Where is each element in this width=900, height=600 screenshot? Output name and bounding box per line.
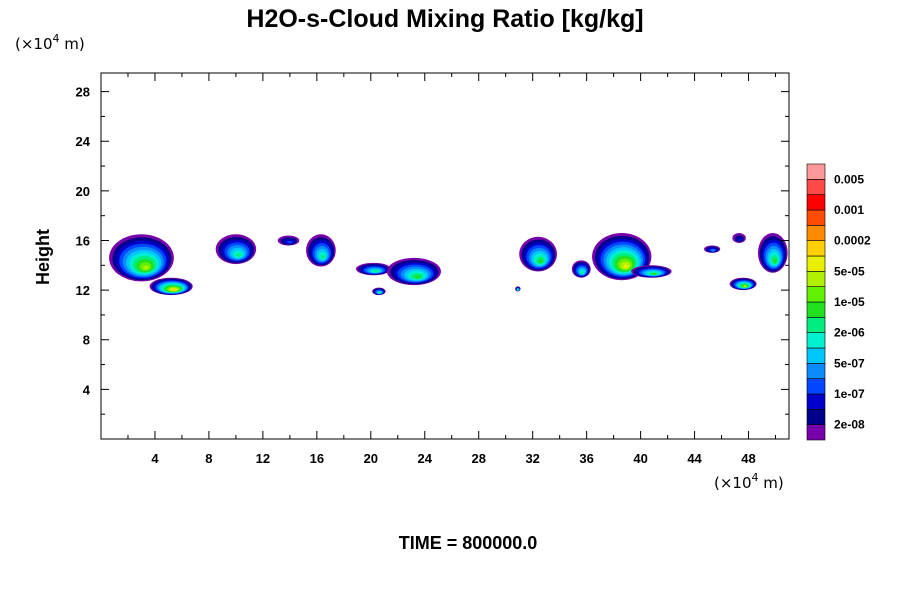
colorbar-swatch <box>806 424 826 441</box>
y-tick-label: 8 <box>83 333 90 348</box>
y-tick-label: 16 <box>76 233 90 248</box>
x-tick-label: 28 <box>471 451 485 466</box>
x-axis-unit: (×104 m) <box>714 471 784 492</box>
cloud-blob <box>215 234 257 265</box>
y-axis-label: Height <box>33 229 53 285</box>
x-tick-label: 8 <box>205 451 212 466</box>
y-tick-label: 28 <box>76 85 90 100</box>
colorbar-label: 5e-07 <box>834 356 865 370</box>
cloud-blob <box>515 286 521 292</box>
cloud-blob <box>729 277 757 291</box>
y-axis-unit: (×104 m) <box>15 32 85 53</box>
colorbar-swatch <box>806 378 826 395</box>
y-tick-label: 12 <box>76 283 90 298</box>
colorbar-swatch <box>806 271 826 287</box>
colorbar-label: 2e-08 <box>834 418 865 432</box>
x-tick-label: 44 <box>687 451 702 466</box>
x-tick-label: 48 <box>741 451 755 466</box>
colorbar-swatch <box>806 332 826 349</box>
cloud-contour <box>172 289 176 292</box>
cloud-contour <box>737 237 743 242</box>
y-tick-labels: 4 8 12 16 20 24 28 <box>76 85 91 398</box>
x-tick-label: 4 <box>151 451 159 466</box>
y-tick-label: 20 <box>76 184 90 199</box>
cloud-contour <box>414 275 421 279</box>
cloud-contour <box>236 253 242 257</box>
cloud-contour <box>373 270 378 273</box>
colorbar-label: 1e-05 <box>834 295 865 309</box>
x-tick-label: 36 <box>579 451 593 466</box>
y-tick-label: 24 <box>76 134 91 149</box>
colorbar-swatch <box>806 301 826 318</box>
cloud-contour <box>538 259 543 264</box>
colorbar-label: 5e-05 <box>834 264 865 278</box>
colorbar-label: 1e-07 <box>834 387 865 401</box>
plot-background <box>101 73 789 439</box>
colorbar: 2e-08 1e-07 5e-07 2e-06 1e-05 5e-05 0.0002 0.00… <box>806 163 871 441</box>
chart-title: H2O-s-Cloud Mixing Ratio [kg/kg] <box>246 5 643 33</box>
x-tick-label: 12 <box>256 451 270 466</box>
colorbar-swatch <box>806 286 826 303</box>
plot-frame <box>100 72 790 440</box>
cloud-blob <box>355 262 392 276</box>
cloud-blob <box>757 233 788 273</box>
colorbar-swatch <box>806 255 826 272</box>
x-tick-label: 24 <box>418 451 433 466</box>
x-tick-label: 20 <box>364 451 378 466</box>
colorbar-swatch <box>806 363 826 379</box>
cloud-contour <box>581 271 584 274</box>
cloud-field <box>109 233 788 296</box>
colorbar-swatch <box>806 347 826 364</box>
cloud-blob <box>372 287 386 296</box>
cloud-blob <box>277 235 300 246</box>
cloud-blob <box>109 234 174 282</box>
plot-area <box>100 72 790 440</box>
colorbar-swatch <box>806 393 826 410</box>
cloud-blob <box>519 236 557 272</box>
colorbar-swatch <box>806 225 826 241</box>
axis-ticks <box>101 73 789 439</box>
cloud-blob <box>571 260 591 278</box>
cloud-contour <box>711 249 715 252</box>
colorbar-swatch <box>806 209 826 226</box>
colorbar-swatch <box>806 240 826 257</box>
cloud-blob <box>732 233 746 243</box>
cloud-contour <box>623 264 629 269</box>
colorbar-label: 0.001 <box>834 203 864 217</box>
y-tick-label: 4 <box>83 382 91 397</box>
cloud-contour <box>743 285 747 288</box>
cloud-blob <box>592 233 652 281</box>
colorbar-swatch <box>806 179 826 195</box>
cloud-contour <box>773 258 777 264</box>
x-tick-label: 32 <box>525 451 539 466</box>
colorbar-label: 2e-06 <box>834 326 865 340</box>
cloud-contour <box>287 240 293 244</box>
colorbar-swatch <box>806 317 826 333</box>
cloud-contour <box>651 272 657 275</box>
cloud-blob <box>386 257 441 286</box>
colorbar-swatch <box>806 409 826 425</box>
colorbar-label: 0.0002 <box>834 234 871 248</box>
colorbar-label: 0.005 <box>834 172 864 186</box>
x-tick-labels: 4 8 12 16 20 24 28 32 36 40 44 48 <box>151 451 755 466</box>
cloud-blob <box>704 245 721 253</box>
time-label: TIME = 800000.0 <box>399 533 538 553</box>
cloud-blob <box>149 277 193 296</box>
cloud-blob <box>306 234 336 267</box>
colorbar-swatch <box>806 194 826 211</box>
cloud-contour <box>517 288 520 291</box>
cloud-contour <box>142 265 149 270</box>
cloud-contour <box>378 291 381 294</box>
cloud-blob <box>631 265 672 278</box>
x-tick-label: 40 <box>633 451 647 466</box>
x-tick-label: 16 <box>310 451 324 466</box>
colorbar-swatch <box>806 163 826 180</box>
cloud-contour <box>320 254 325 259</box>
